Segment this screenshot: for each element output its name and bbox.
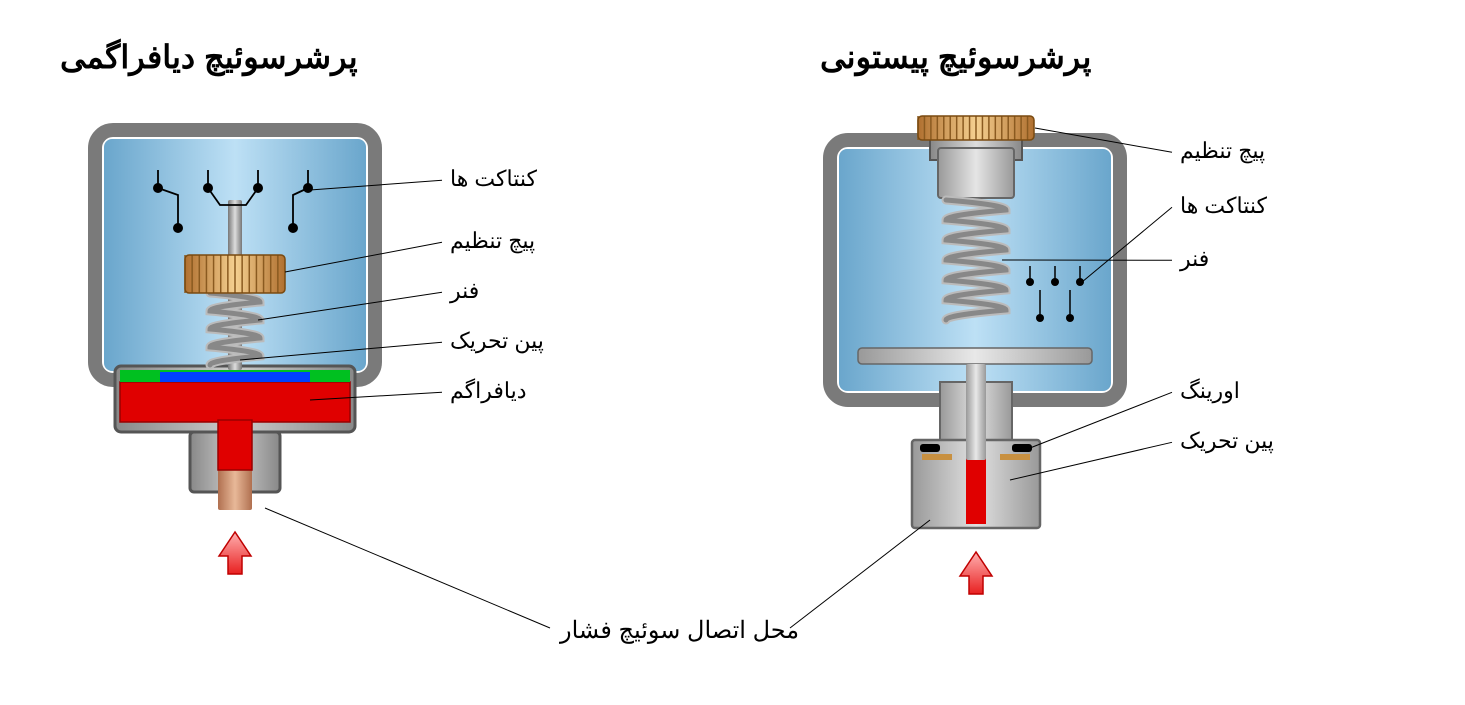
left-label-contacts: کنتاکت ها <box>450 166 537 192</box>
right-label-oring: اورینگ <box>1180 378 1240 404</box>
right-label-contacts: کنتاکت ها <box>1180 193 1267 219</box>
bottom-label: محل اتصال سوئیچ فشار <box>560 616 799 645</box>
diagram-svg <box>0 0 1465 705</box>
right-label-screw: پیچ تنظیم <box>1180 138 1265 164</box>
left-label-spring: فنر <box>450 278 479 304</box>
left-label-screw: پیچ تنظیم <box>450 228 535 254</box>
left-label-diaphragm: دیافراگم <box>450 378 527 404</box>
right-label-spring: فنر <box>1180 246 1209 272</box>
left-title: پرشرسوئیچ دیافراگمی <box>60 38 358 76</box>
right-label-pin: پین تحریک <box>1180 428 1274 454</box>
right-title: پرشرسوئیچ پیستونی <box>820 38 1091 76</box>
left-label-pin: پین تحریک <box>450 328 544 354</box>
